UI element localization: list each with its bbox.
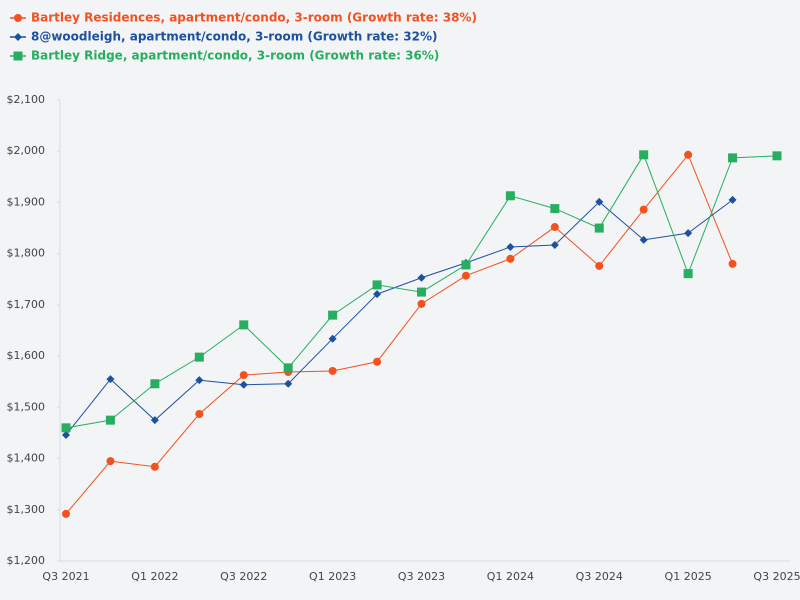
data-point bbox=[728, 259, 737, 268]
y-tick-label: $1,600 bbox=[7, 349, 46, 362]
data-point bbox=[639, 205, 648, 214]
series-line bbox=[65, 199, 733, 436]
data-point bbox=[728, 153, 738, 163]
y-tick-label: $1,800 bbox=[7, 247, 46, 260]
data-point bbox=[150, 416, 159, 425]
data-point bbox=[373, 357, 382, 366]
data-point bbox=[683, 269, 693, 279]
data-point bbox=[239, 371, 248, 380]
y-tick-label: $1,300 bbox=[7, 503, 46, 516]
data-point bbox=[728, 195, 737, 204]
data-point bbox=[62, 509, 70, 518]
data-point bbox=[195, 409, 204, 418]
data-point bbox=[373, 290, 382, 299]
data-point bbox=[284, 379, 293, 388]
data-point bbox=[328, 310, 338, 320]
data-point bbox=[328, 334, 337, 343]
data-point bbox=[417, 287, 426, 297]
data-point bbox=[461, 271, 470, 280]
x-tick-label: Q1 2025 bbox=[665, 570, 712, 583]
legend-marker bbox=[14, 33, 22, 41]
y-tick-label: $1,500 bbox=[7, 400, 46, 413]
data-point bbox=[61, 423, 71, 433]
data-point bbox=[550, 240, 559, 249]
data-point bbox=[62, 430, 70, 439]
data-point bbox=[595, 197, 604, 206]
data-point bbox=[239, 320, 249, 330]
data-point bbox=[417, 299, 426, 308]
data-point bbox=[684, 229, 693, 238]
legend-label: 8@woodleigh, apartment/condo, 3-room (Gr… bbox=[31, 30, 438, 44]
data-point bbox=[772, 151, 782, 161]
data-point bbox=[283, 363, 293, 373]
y-tick-label: $2,100 bbox=[7, 93, 46, 106]
data-point bbox=[550, 204, 560, 214]
x-tick-label: Q1 2024 bbox=[487, 570, 534, 583]
legend-marker bbox=[13, 51, 23, 61]
x-tick-label: Q1 2023 bbox=[309, 570, 356, 583]
data-point bbox=[639, 235, 648, 244]
data-point bbox=[506, 243, 515, 252]
data-point bbox=[328, 366, 337, 375]
data-point bbox=[239, 380, 248, 389]
y-tick-label: $1,700 bbox=[7, 298, 46, 311]
x-tick-label: Q3 2025 bbox=[753, 570, 800, 583]
data-point bbox=[639, 150, 649, 160]
x-tick-label: Q3 2021 bbox=[42, 570, 89, 583]
x-tick-label: Q3 2024 bbox=[576, 570, 623, 583]
data-point bbox=[595, 261, 604, 270]
data-point bbox=[505, 191, 515, 201]
y-tick-label: $2,000 bbox=[7, 144, 46, 157]
y-tick-label: $1,200 bbox=[7, 554, 46, 567]
x-tick-label: Q1 2022 bbox=[131, 570, 178, 583]
data-point bbox=[684, 150, 693, 159]
y-tick-label: $1,400 bbox=[7, 452, 46, 465]
data-point bbox=[372, 280, 382, 290]
data-point bbox=[150, 462, 159, 471]
data-point bbox=[594, 223, 604, 233]
data-point bbox=[195, 376, 204, 385]
legend-marker bbox=[14, 14, 22, 22]
data-point bbox=[550, 223, 559, 232]
data-point bbox=[506, 254, 515, 263]
data-point bbox=[417, 273, 426, 282]
data-point bbox=[150, 379, 160, 389]
data-point bbox=[106, 375, 115, 384]
legend-label: Bartley Ridge, apartment/condo, 3-room (… bbox=[31, 49, 439, 63]
y-tick-label: $1,900 bbox=[7, 195, 46, 208]
data-point bbox=[461, 260, 471, 270]
data-point bbox=[194, 352, 204, 362]
data-point bbox=[105, 415, 115, 425]
legend-label: Bartley Residences, apartment/condo, 3-r… bbox=[31, 11, 477, 25]
x-tick-label: Q3 2023 bbox=[398, 570, 445, 583]
series-line bbox=[65, 153, 734, 515]
data-point bbox=[106, 457, 115, 466]
x-tick-label: Q3 2022 bbox=[220, 570, 267, 583]
